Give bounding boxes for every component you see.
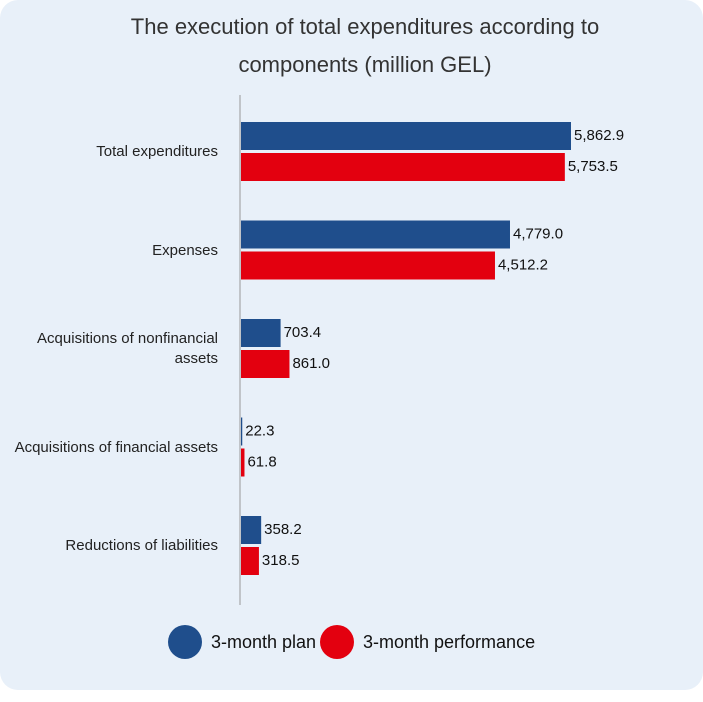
bar [241, 122, 571, 150]
chart-title: The execution of total expenditures acco… [130, 14, 600, 77]
legend-label: 3-month plan [211, 632, 316, 652]
bar [241, 417, 243, 446]
category-label: Expenses [152, 241, 218, 259]
value-label: 4,779.0 [513, 225, 563, 242]
value-label: 5,862.9 [574, 127, 624, 144]
value-label: 703.4 [284, 324, 322, 341]
legend-swatch [168, 625, 202, 659]
category-label: Acquisitions of financial assets [14, 438, 218, 456]
value-label: 61.8 [247, 453, 276, 470]
category-label: Acquisitions of nonfinancial assets [37, 330, 218, 367]
legend-label: 3-month performance [363, 632, 535, 652]
bar [241, 350, 290, 378]
category-label: Total expenditures [96, 143, 218, 160]
category-label: Reductions of liabilities [65, 537, 218, 554]
bar [241, 547, 259, 575]
value-label: 5,753.5 [568, 158, 618, 175]
bar [241, 251, 495, 280]
bar [241, 516, 262, 544]
value-label: 318.5 [262, 552, 300, 569]
bar [241, 220, 510, 249]
value-label: 358.2 [264, 521, 302, 538]
value-label: 4,512.2 [498, 256, 548, 273]
bar [241, 319, 281, 347]
value-label: 22.3 [245, 422, 274, 439]
legend-swatch [320, 625, 354, 659]
bar [241, 448, 245, 477]
bar [241, 153, 565, 181]
value-label: 861.0 [292, 355, 330, 372]
